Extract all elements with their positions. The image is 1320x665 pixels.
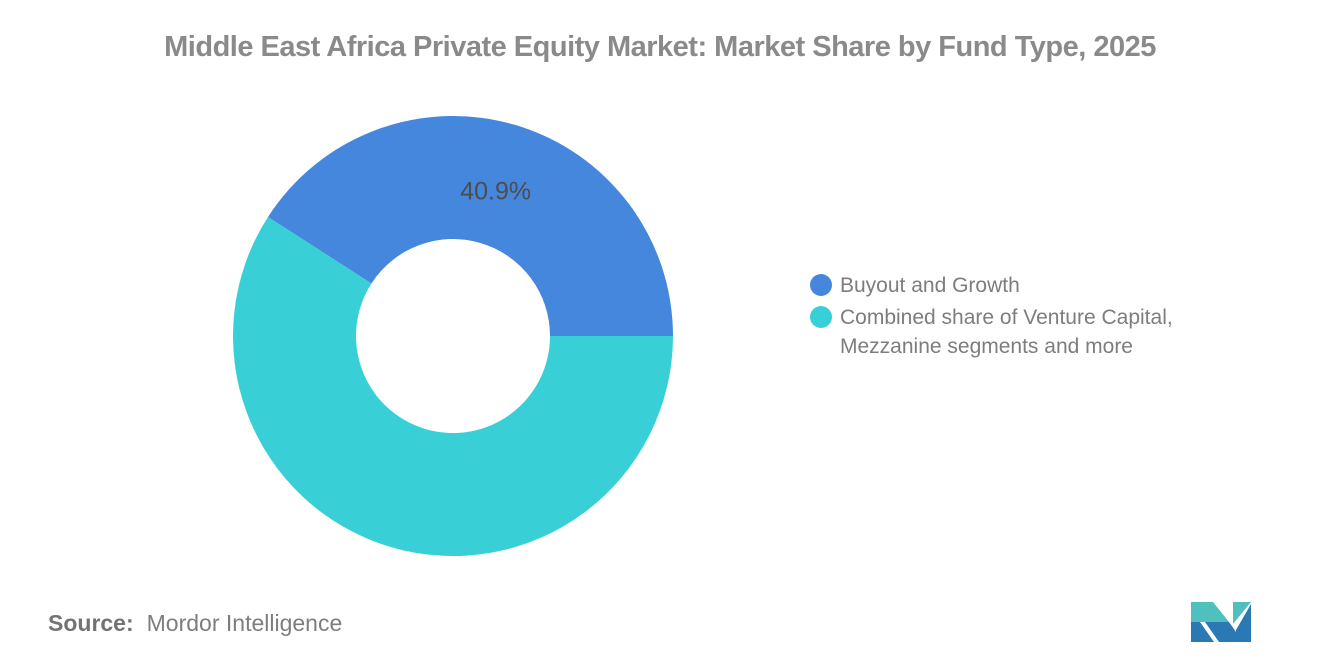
logo-left-blue-small xyxy=(1191,622,1214,642)
slice-data-label: 40.9% xyxy=(460,178,531,206)
donut-chart[interactable]: 40.9% xyxy=(233,116,673,556)
pie-slice-buyout-and-growth[interactable] xyxy=(267,116,673,336)
pie-slice-combined-venture-capital-mezzanine-more[interactable] xyxy=(233,216,673,556)
chart-title: Middle East Africa Private Equity Market… xyxy=(164,31,1156,63)
source-label: Source: xyxy=(48,610,134,636)
legend: Buyout and Growth Combined share of Vent… xyxy=(810,271,1225,361)
legend-swatch-combined-icon xyxy=(810,306,832,328)
legend-item-buyout-and-growth[interactable]: Buyout and Growth xyxy=(810,271,1225,300)
source-value: Mordor Intelligence xyxy=(146,610,343,636)
legend-label: Combined share of Venture Capital, Mezza… xyxy=(840,306,1173,358)
mordor-intelligence-logo xyxy=(1191,602,1251,642)
logo-right-teal-triangle xyxy=(1233,602,1251,624)
legend-label: Buyout and Growth xyxy=(840,274,1020,297)
legend-swatch-buyout-icon xyxy=(810,274,832,296)
logo-left-teal-ribbon xyxy=(1191,602,1229,622)
logo-right-blue-leg xyxy=(1236,604,1251,642)
source-line: Source: Mordor Intelligence xyxy=(48,610,342,637)
legend-item-combined-venture-mezzanine[interactable]: Combined share of Venture Capital, Mezza… xyxy=(810,303,1225,361)
logo-left-blue-main xyxy=(1205,622,1243,642)
